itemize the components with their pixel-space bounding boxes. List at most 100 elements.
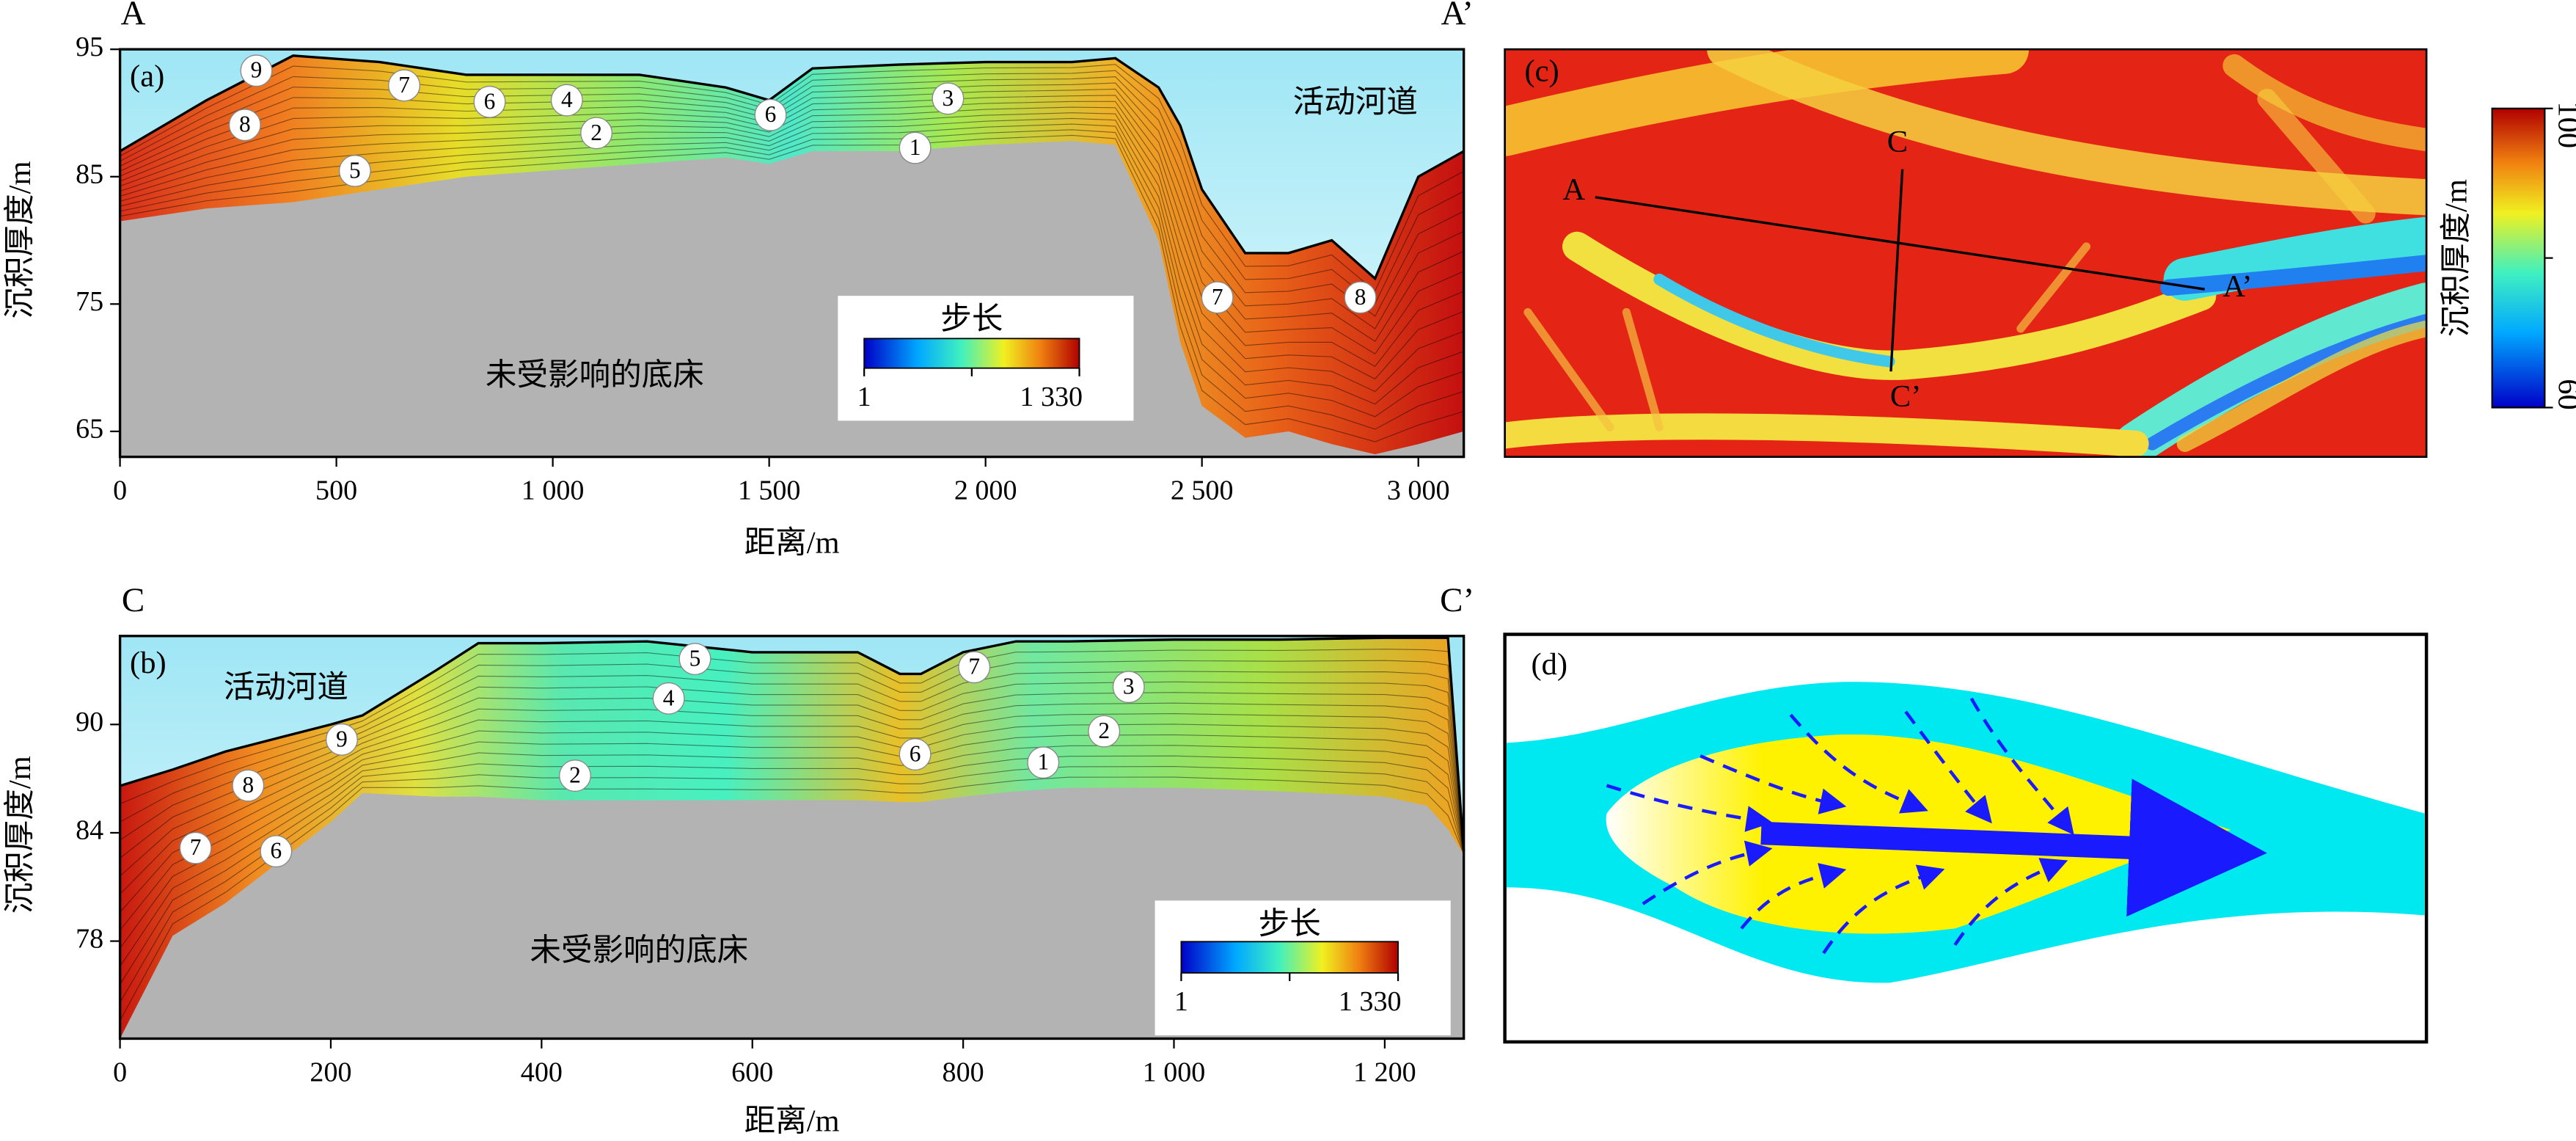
section-label: A xyxy=(121,0,146,32)
layer-line xyxy=(120,106,1464,380)
x-axis-label: 距离/m xyxy=(744,1104,840,1139)
legend-tick-label: 1 330 xyxy=(1020,382,1083,412)
y-tick-label: 75 xyxy=(76,286,103,317)
step-label: 2 xyxy=(569,762,581,788)
step-marker xyxy=(932,82,965,115)
panel-label: (a) xyxy=(130,59,164,93)
layer-line xyxy=(120,112,1464,393)
step-marker xyxy=(899,738,932,770)
step-label: 8 xyxy=(242,772,254,798)
x-tick-label: 2 000 xyxy=(954,475,1017,506)
step-label: 4 xyxy=(561,87,573,112)
legend-tick-label: 1 xyxy=(857,382,871,412)
layer-line xyxy=(120,755,1465,985)
step-marker xyxy=(338,154,371,187)
step-marker xyxy=(1088,715,1121,748)
step-label: 7 xyxy=(968,654,980,679)
legend-title: 步长 xyxy=(940,302,1003,337)
layer-line xyxy=(120,129,1464,430)
x-tick-label: 800 xyxy=(943,1057,984,1087)
step-marker xyxy=(1027,746,1060,779)
map-features xyxy=(1504,49,2427,457)
step-label: 7 xyxy=(190,834,202,860)
x-tick-label: 1 500 xyxy=(738,475,801,506)
cross-section: 0 200 400 600 800 1 000 1 200788490距离/m沉积厚度/mC… xyxy=(3,581,1474,1139)
layer-line xyxy=(120,702,1465,895)
step-marker xyxy=(232,769,265,802)
layer-line xyxy=(120,82,1464,329)
legend-tick-label: 1 xyxy=(1174,986,1188,1017)
legend-colorbar xyxy=(863,338,1080,369)
step-marker xyxy=(899,131,932,164)
x-tick-label: 3 000 xyxy=(1387,475,1450,506)
step-label: 8 xyxy=(1355,284,1366,310)
y-tick-label: 85 xyxy=(76,158,103,189)
step-marker xyxy=(326,723,358,756)
x-tick-label: 0 xyxy=(113,1057,127,1087)
step-label: 2 xyxy=(590,120,602,145)
step-label: 5 xyxy=(689,646,701,671)
channel-label: 活动河道 xyxy=(224,670,348,704)
x-tick-label: 1 200 xyxy=(1353,1057,1416,1087)
step-label: 1 xyxy=(1037,749,1049,775)
y-axis-label: 沉积厚度/m xyxy=(3,756,37,914)
x-tick-label: 400 xyxy=(521,1057,563,1087)
step-marker xyxy=(1112,671,1145,704)
step-label: 6 xyxy=(910,740,921,766)
step-label: 2 xyxy=(1098,718,1110,743)
colorbar-label: 沉积厚度/m xyxy=(2440,179,2474,337)
bed-label: 未受影响的底床 xyxy=(486,358,704,393)
layer-line xyxy=(120,734,1465,949)
x-tick-label: 500 xyxy=(315,475,357,506)
section-line-a xyxy=(1595,196,2205,291)
step-label: 3 xyxy=(1123,674,1135,699)
panel-label: (d) xyxy=(1531,647,1567,682)
step-label: 4 xyxy=(663,685,675,710)
section-line-c xyxy=(1889,169,1904,372)
legend-colorbar xyxy=(1180,941,1399,974)
surface-line xyxy=(120,636,1466,851)
layer-line xyxy=(120,134,1464,442)
step-label: 1 xyxy=(910,134,921,160)
x-tick-label: 2 500 xyxy=(1171,475,1234,506)
map-frame xyxy=(1504,48,2428,458)
layer-line xyxy=(120,64,1464,292)
step-marker xyxy=(1344,281,1377,314)
step-label: 9 xyxy=(251,57,263,83)
layer-line xyxy=(120,766,1465,1003)
x-axis-label: 距离/m xyxy=(744,525,840,560)
x-tick-label: 0 xyxy=(113,475,127,506)
step-marker xyxy=(1201,281,1234,314)
step-marker xyxy=(580,117,613,150)
channel-label: 活动河道 xyxy=(1293,85,1418,120)
section-label: A’ xyxy=(1441,0,1473,32)
step-marker xyxy=(550,84,583,117)
plot-frame xyxy=(118,635,1466,1040)
layer-line xyxy=(120,123,1464,418)
x-tick-label: 200 xyxy=(310,1057,351,1087)
legend-title: 步长 xyxy=(1259,907,1321,941)
step-marker xyxy=(652,682,685,715)
flow-paths xyxy=(1606,697,2074,955)
step-label: 8 xyxy=(239,112,251,137)
layer-line xyxy=(120,712,1465,913)
step-label: 5 xyxy=(349,157,361,183)
step-marker xyxy=(240,54,273,87)
panel-label: (c) xyxy=(1525,54,1559,89)
cross-section: 0 500 1 000 1 500 2 000 2 500 3 00065758595距离/… xyxy=(3,0,1474,560)
step-marker xyxy=(559,759,591,792)
layer-line xyxy=(120,723,1465,931)
section-label: C’ xyxy=(1440,581,1474,619)
layer-line xyxy=(120,88,1464,342)
step-marker xyxy=(260,835,293,868)
step-marker xyxy=(678,643,711,676)
colorbar-tick-label: 100 xyxy=(2552,101,2576,148)
step-label: 7 xyxy=(398,72,410,98)
step-label: 3 xyxy=(943,85,954,111)
x-tick-label: 1 000 xyxy=(522,475,585,506)
section-label: C xyxy=(1887,125,1908,159)
flow-arrow xyxy=(1760,779,2267,917)
bed-label: 未受影响的底床 xyxy=(530,933,748,968)
